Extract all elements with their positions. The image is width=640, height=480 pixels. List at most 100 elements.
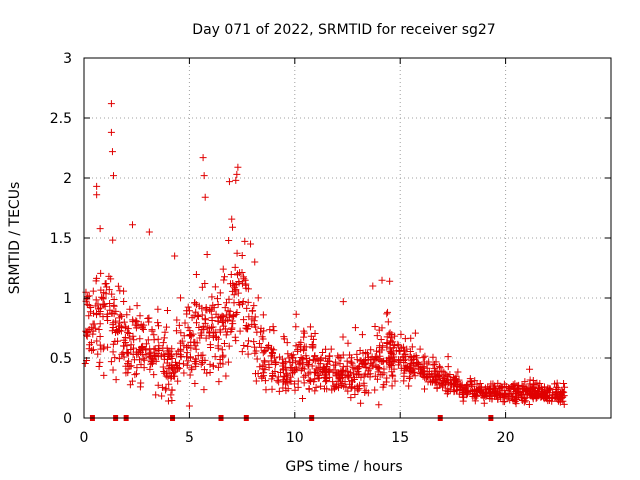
data-point [371, 372, 379, 380]
data-point [240, 316, 248, 324]
data-point [388, 382, 396, 390]
data-point [87, 303, 95, 311]
data-point [128, 221, 136, 229]
data-point [353, 350, 361, 358]
data-point [105, 286, 113, 294]
data-point [357, 399, 365, 407]
data-point [137, 379, 145, 387]
data-point [173, 316, 181, 324]
data-point [228, 324, 236, 332]
data-point [560, 400, 568, 408]
data-point [106, 299, 114, 307]
data-point [177, 329, 185, 337]
data-point [516, 389, 524, 397]
data-point [376, 356, 384, 364]
data-point [471, 390, 479, 398]
data-point [171, 372, 179, 380]
data-point [387, 349, 395, 357]
data-point [344, 339, 352, 347]
data-point [226, 307, 234, 315]
data-point [446, 386, 454, 394]
data-point [349, 370, 357, 378]
data-point [309, 344, 317, 352]
data-point [91, 324, 99, 332]
data-point [201, 319, 209, 327]
data-point [152, 357, 160, 365]
data-point [167, 353, 175, 361]
data-point [536, 379, 544, 387]
data-point [244, 325, 252, 333]
data-point [280, 372, 288, 380]
data-point [303, 354, 311, 362]
data-point [214, 300, 222, 308]
data-point [432, 373, 440, 381]
data-point [125, 357, 133, 365]
data-point [150, 371, 158, 379]
data-point [444, 363, 452, 371]
data-point [540, 392, 548, 400]
data-point [89, 330, 97, 338]
data-points [81, 100, 569, 410]
data-point [140, 356, 148, 364]
data-point [261, 347, 269, 355]
data-point [284, 385, 292, 393]
data-point [154, 353, 162, 361]
data-point [225, 313, 233, 321]
data-point [504, 387, 512, 395]
data-point [101, 280, 109, 288]
data-point [100, 371, 108, 379]
data-point [317, 354, 325, 362]
data-point [152, 391, 160, 399]
chart-title: Day 071 of 2022, SRMTID for receiver sg2… [192, 22, 495, 38]
data-point [284, 350, 292, 358]
data-point [177, 294, 185, 302]
data-point [131, 371, 139, 379]
data-point [311, 387, 319, 395]
data-point [523, 386, 531, 394]
data-point [316, 360, 324, 368]
data-point [461, 386, 469, 394]
data-point [82, 288, 90, 296]
data-point [164, 373, 172, 381]
data-point [96, 320, 104, 328]
data-point [136, 312, 144, 320]
data-point [184, 357, 192, 365]
data-point [265, 361, 273, 369]
data-point [405, 382, 413, 390]
data-point [216, 356, 224, 364]
data-point [229, 280, 237, 288]
data-point [533, 391, 541, 399]
data-point [201, 193, 209, 201]
data-point [221, 325, 229, 333]
data-point [383, 310, 391, 318]
data-point [266, 326, 274, 334]
data-point [244, 350, 252, 358]
data-point [385, 330, 393, 338]
data-point [431, 360, 439, 368]
data-point [506, 396, 514, 404]
data-point [526, 376, 534, 384]
data-point [136, 335, 144, 343]
data-point [102, 290, 110, 298]
data-point [334, 352, 342, 360]
data-point [218, 346, 226, 354]
data-point [414, 358, 422, 366]
data-point [481, 384, 489, 392]
data-point [429, 353, 437, 361]
data-point [248, 307, 256, 315]
data-point [150, 351, 158, 359]
data-point [556, 389, 564, 397]
data-point [372, 363, 380, 371]
data-point [394, 340, 402, 348]
data-point [524, 390, 532, 398]
data-point [171, 358, 179, 366]
data-point [219, 313, 227, 321]
data-point [399, 353, 407, 361]
data-point [214, 363, 222, 371]
data-point [115, 322, 123, 330]
data-point [325, 368, 333, 376]
data-point [291, 366, 299, 374]
data-point [322, 345, 330, 353]
data-point [159, 363, 167, 371]
data-point [192, 308, 200, 316]
